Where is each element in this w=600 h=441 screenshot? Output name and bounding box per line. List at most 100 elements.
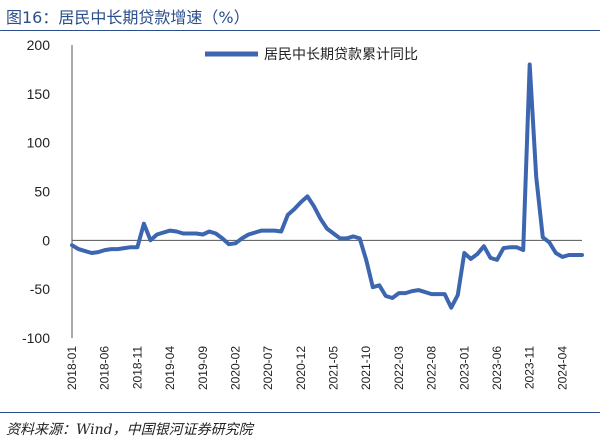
- x-tick-label: 2021-10: [359, 346, 373, 390]
- data-point: [345, 237, 348, 240]
- data-point: [155, 233, 159, 236]
- figure-title: 图16：居民中长期贷款增速（%）: [6, 8, 250, 27]
- data-point: [195, 232, 198, 235]
- data-point: [528, 63, 531, 66]
- data-point: [535, 175, 538, 178]
- y-tick-label: 50: [34, 184, 50, 200]
- x-tick-label: 2022-03: [392, 346, 406, 390]
- data-point: [437, 292, 440, 296]
- data-point: [110, 247, 113, 251]
- data-point: [299, 201, 302, 204]
- data-point: [97, 250, 100, 254]
- data-point: [338, 237, 342, 240]
- data-point: [384, 294, 387, 298]
- data-point: [456, 293, 459, 297]
- data-point: [325, 227, 329, 230]
- data-point: [371, 286, 374, 289]
- data-point: [482, 245, 486, 248]
- data-point: [365, 258, 368, 262]
- data-point: [123, 246, 126, 250]
- data-point: [443, 292, 446, 296]
- data-point: [247, 233, 250, 236]
- data-point: [162, 231, 165, 234]
- data-point: [234, 242, 237, 245]
- data-point: [319, 217, 322, 220]
- data-point: [404, 291, 407, 295]
- data-point: [77, 247, 80, 251]
- data-point: [489, 256, 492, 260]
- x-tick-label: 2018-11: [130, 346, 144, 389]
- x-axis: 2018-01 2018-06 2018-11 2019-04 2019-09 2020-…: [65, 239, 582, 390]
- data-point: [175, 230, 178, 233]
- data-point: [267, 229, 270, 232]
- data-point: [273, 229, 276, 232]
- data-point: [391, 296, 394, 300]
- x-tick-label: 2019-09: [196, 346, 210, 390]
- data-point: [208, 230, 211, 233]
- data-point: [188, 232, 191, 235]
- data-point: [358, 237, 361, 240]
- data-point: [397, 291, 401, 295]
- data-point: [260, 229, 263, 232]
- data-point: [423, 290, 427, 294]
- x-tick-label: 2020-07: [261, 346, 275, 390]
- data-point: [240, 237, 244, 240]
- data-point: [293, 207, 296, 211]
- data-point: [227, 243, 231, 246]
- x-tick-label: 2023-06: [490, 346, 504, 390]
- y-tick-label: -100: [22, 330, 50, 346]
- y-tick-label: -50: [30, 281, 50, 297]
- title-divider: [0, 30, 600, 31]
- x-tick-label: 2023-01: [457, 346, 471, 390]
- data-point: [306, 195, 309, 198]
- data-point: [567, 253, 571, 257]
- x-tick-label: 2020-12: [294, 346, 308, 390]
- data-point: [548, 241, 551, 244]
- data-point: [450, 306, 453, 309]
- y-tick-label: 0: [42, 232, 50, 248]
- data-point: [149, 239, 152, 242]
- source-note: 资料来源：Wind，中国银河证券研究院: [6, 422, 253, 438]
- x-tick-label: 2018-06: [98, 346, 112, 390]
- data-point: [332, 232, 335, 235]
- data-point: [495, 258, 499, 262]
- y-axis: 200 150 100 50 0 -50 -100: [22, 37, 73, 346]
- data-point: [515, 246, 518, 249]
- series-line: [70, 62, 584, 310]
- legend: 居民中长期贷款累计同比: [205, 47, 418, 63]
- data-point: [286, 213, 289, 217]
- data-point: [430, 292, 433, 296]
- y-tick-label: 100: [27, 135, 51, 151]
- data-point: [580, 253, 584, 257]
- x-tick-label: 2021-05: [327, 346, 341, 390]
- data-point: [410, 289, 414, 293]
- x-tick-label: 2018-01: [65, 346, 79, 390]
- data-point: [280, 230, 283, 233]
- data-point: [352, 235, 355, 238]
- data-point: [378, 284, 381, 287]
- x-tick-label: 2022-08: [425, 346, 439, 390]
- data-point: [561, 255, 564, 259]
- data-point: [142, 222, 146, 225]
- y-tick-label: 150: [27, 86, 51, 102]
- data-point: [214, 232, 217, 235]
- data-point: [508, 246, 512, 249]
- data-point: [522, 248, 525, 252]
- data-point: [201, 233, 204, 236]
- data-point: [253, 231, 257, 234]
- data-point: [221, 237, 224, 240]
- y-tick-label: 200: [27, 37, 51, 53]
- data-point: [502, 246, 505, 250]
- data-point: [574, 253, 577, 257]
- footer-divider: [0, 412, 600, 413]
- data-point: [168, 229, 172, 232]
- data-point: [312, 205, 316, 208]
- data-point: [182, 232, 185, 235]
- x-tick-label: 2020-02: [228, 346, 242, 390]
- data-point: [541, 236, 544, 239]
- data-point: [417, 288, 420, 292]
- data-point: [469, 257, 472, 261]
- data-point: [83, 249, 87, 253]
- data-point: [463, 251, 466, 255]
